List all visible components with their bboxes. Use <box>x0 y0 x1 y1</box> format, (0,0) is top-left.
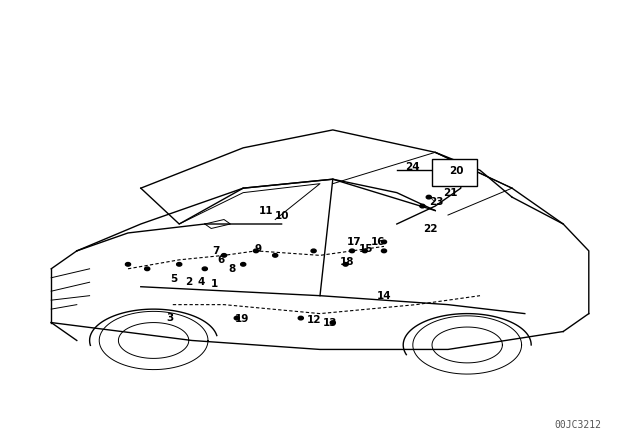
Circle shape <box>426 195 431 199</box>
Text: 2: 2 <box>185 277 193 287</box>
Circle shape <box>145 267 150 271</box>
Circle shape <box>381 249 387 253</box>
Circle shape <box>241 263 246 266</box>
Text: 5: 5 <box>170 274 178 284</box>
Circle shape <box>273 254 278 257</box>
Circle shape <box>253 249 259 253</box>
Text: 8: 8 <box>228 264 236 274</box>
Circle shape <box>221 254 227 257</box>
Text: 16: 16 <box>371 237 385 247</box>
Circle shape <box>362 249 367 253</box>
Text: 12: 12 <box>307 315 321 325</box>
Circle shape <box>381 240 387 244</box>
Text: 4: 4 <box>198 277 205 287</box>
Circle shape <box>311 249 316 253</box>
Text: 20: 20 <box>449 166 463 176</box>
Circle shape <box>298 316 303 320</box>
Text: 14: 14 <box>377 291 391 301</box>
Circle shape <box>234 316 239 320</box>
Circle shape <box>125 263 131 266</box>
Text: 11: 11 <box>259 207 273 216</box>
Circle shape <box>177 263 182 266</box>
Text: 9: 9 <box>254 244 262 254</box>
Text: 7: 7 <box>212 246 220 256</box>
Circle shape <box>202 267 207 271</box>
Circle shape <box>420 204 425 208</box>
Text: 13: 13 <box>323 319 337 328</box>
Text: 21: 21 <box>443 188 457 198</box>
Text: 22: 22 <box>423 224 437 234</box>
Text: 00JC3212: 00JC3212 <box>555 420 602 430</box>
Text: 17: 17 <box>348 237 362 247</box>
FancyBboxPatch shape <box>432 159 477 186</box>
Text: 23: 23 <box>429 198 444 207</box>
Text: 24: 24 <box>406 162 420 172</box>
Circle shape <box>330 321 335 324</box>
Text: 18: 18 <box>340 257 355 267</box>
Text: 10: 10 <box>275 211 289 221</box>
Text: 19: 19 <box>235 314 249 324</box>
Circle shape <box>349 249 355 253</box>
Text: 3: 3 <box>166 313 173 323</box>
Text: 6: 6 <box>217 255 225 265</box>
Text: 15: 15 <box>359 244 373 254</box>
Text: 1: 1 <box>211 280 218 289</box>
Circle shape <box>343 263 348 266</box>
